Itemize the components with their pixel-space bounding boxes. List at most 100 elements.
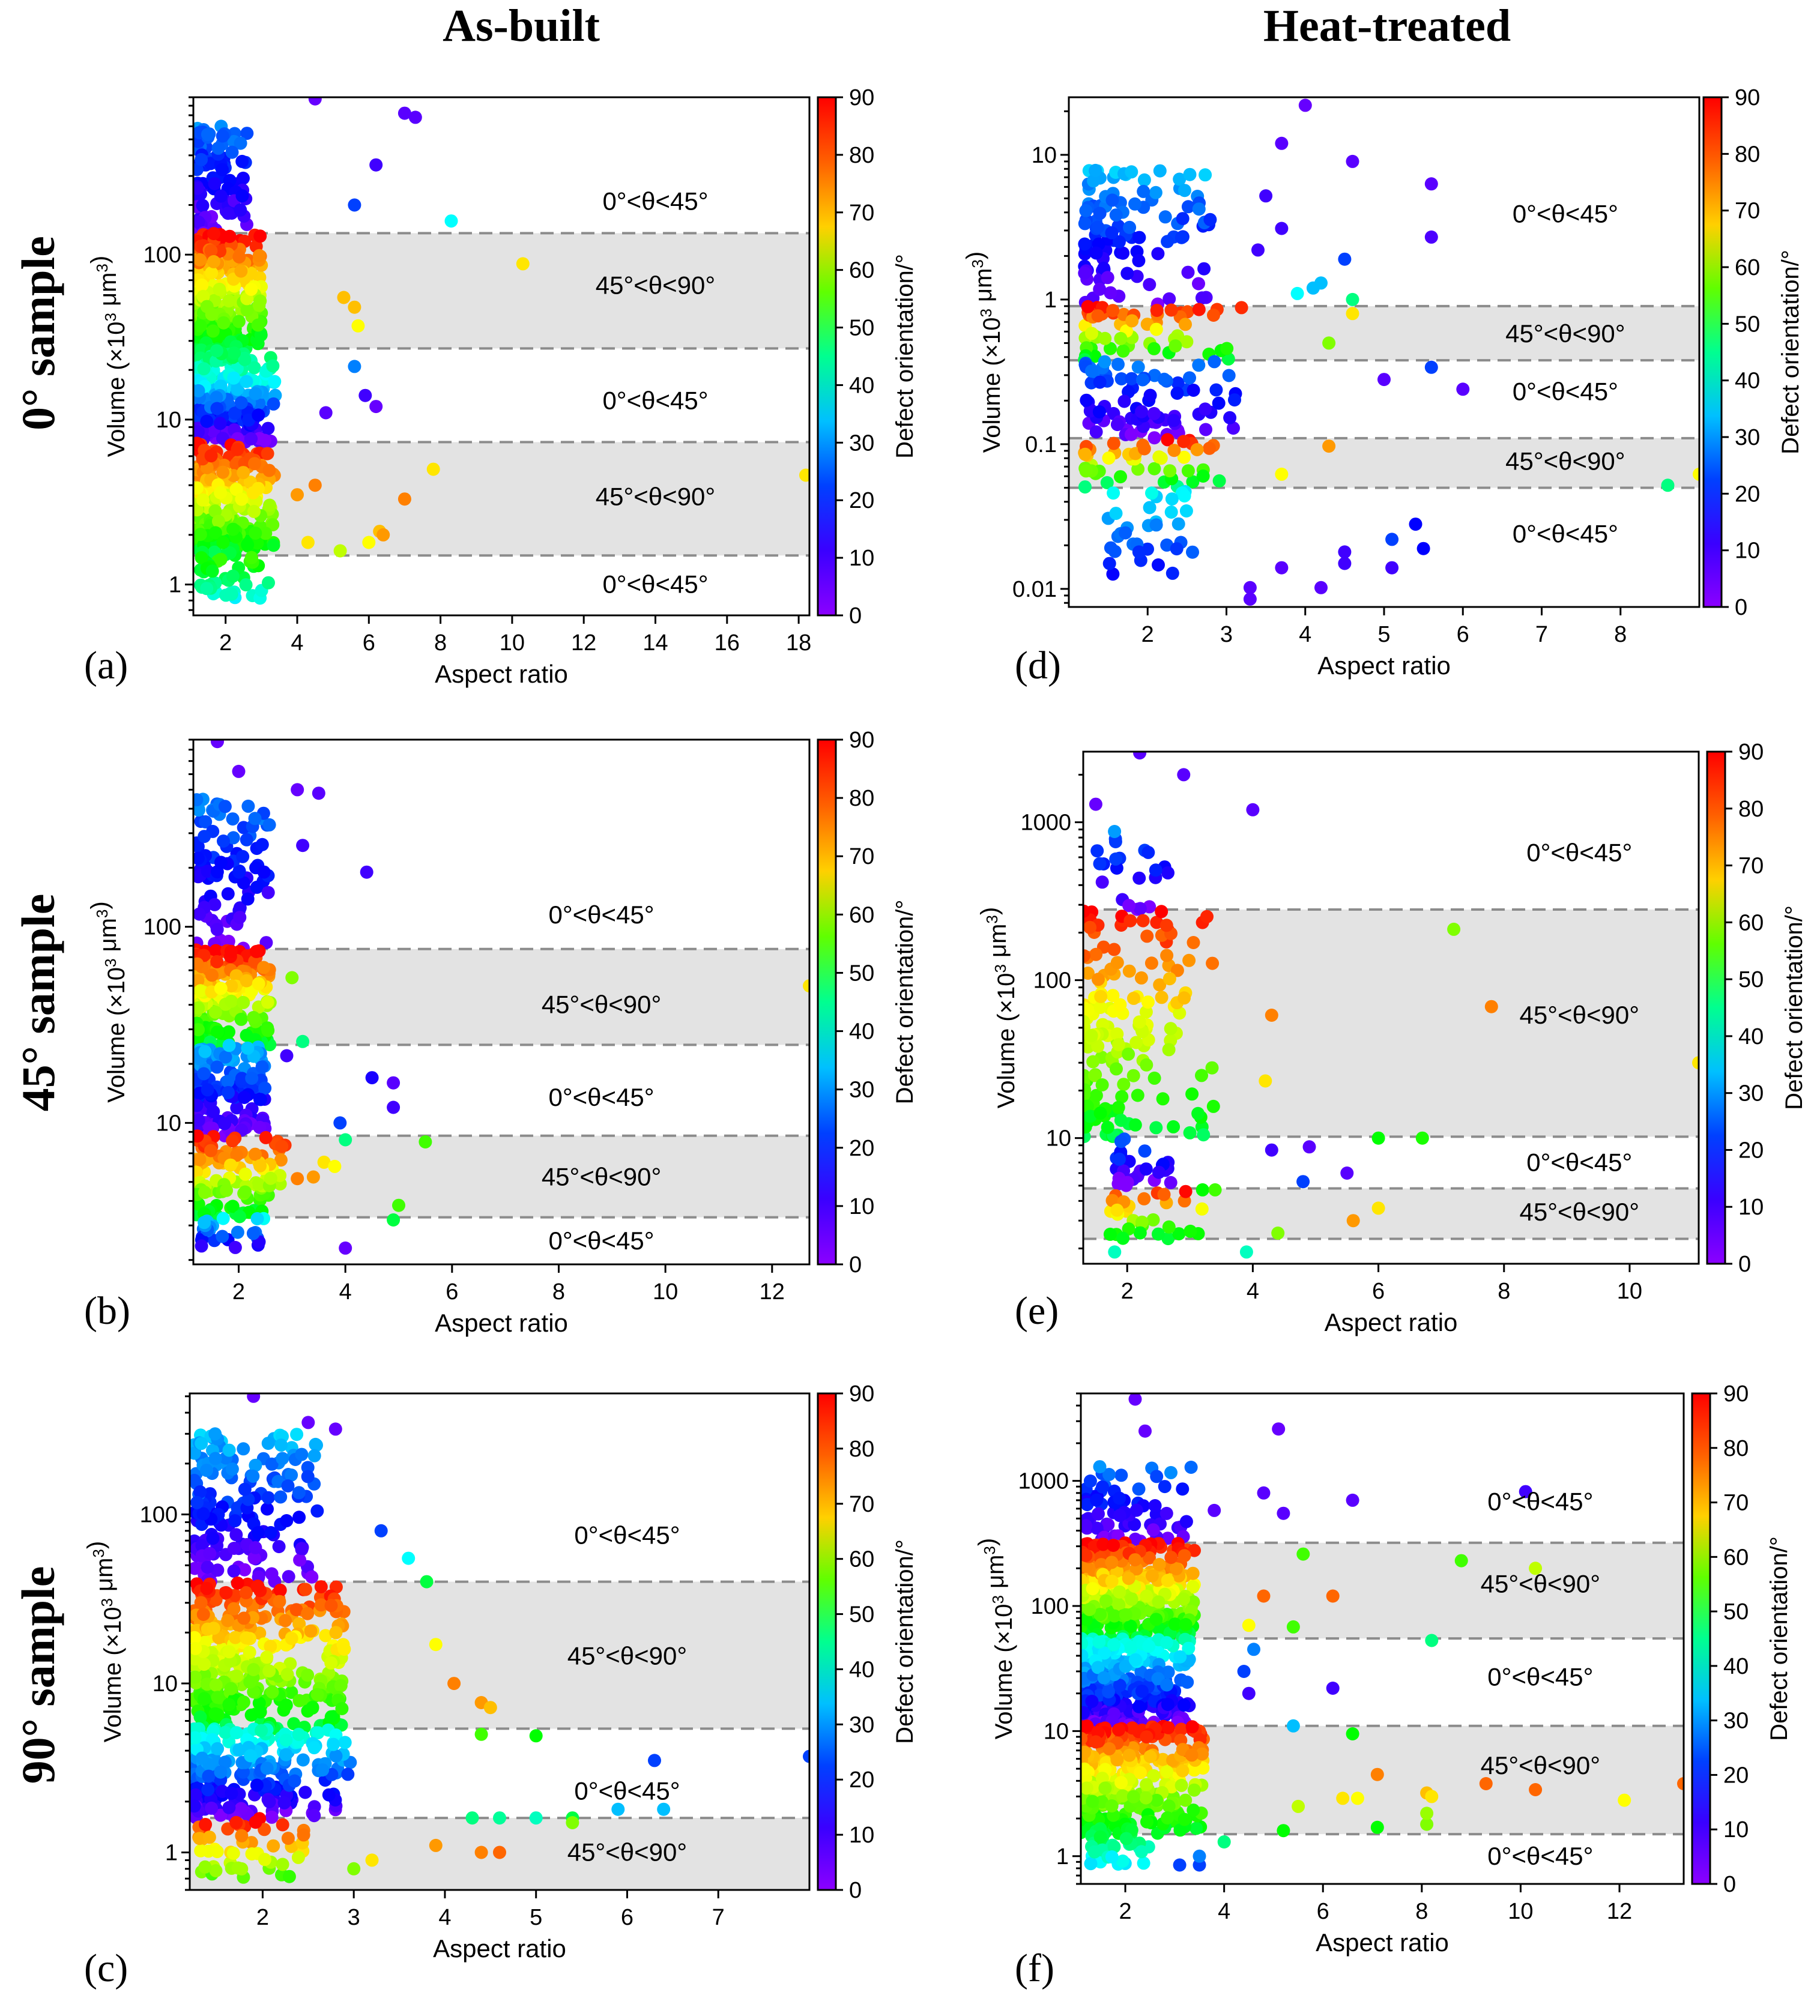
scatter-point (1163, 464, 1177, 478)
scatter-point (1618, 1793, 1631, 1807)
scatter-point (1168, 1617, 1182, 1631)
scatter-point (1222, 369, 1236, 382)
scatter-point (1111, 1100, 1125, 1114)
row-header-0-sample: 0° sample (12, 236, 64, 430)
scatter-point (1100, 476, 1114, 489)
scatter-point (1084, 1028, 1098, 1042)
scatter-point (193, 215, 205, 229)
scatter-point (193, 974, 205, 988)
scatter-point (1089, 163, 1102, 177)
scatter-point (1113, 998, 1127, 1012)
scatter-point (216, 465, 230, 479)
scatter-point (328, 1422, 342, 1436)
x-axis-label: Aspect ratio (1316, 1928, 1449, 1957)
scatter-point (1456, 382, 1470, 396)
scatter-point (216, 1230, 229, 1243)
scatter-point (240, 974, 253, 988)
scatter-point (255, 1060, 269, 1074)
scatter-point (1162, 972, 1176, 986)
scatter-point (261, 421, 275, 435)
shaded-band (1083, 910, 1699, 1137)
scatter-point (376, 528, 390, 542)
scatter-point (419, 1135, 432, 1148)
scatter-point (260, 1650, 274, 1664)
scatter-point (1089, 1735, 1102, 1749)
scatter-point (243, 1646, 256, 1659)
scatter-points (1081, 1393, 1684, 1872)
scatter-point (1220, 342, 1234, 355)
scatter-point (387, 1100, 401, 1114)
scatter-point (1145, 1569, 1159, 1583)
y-tick-label: 1 (1056, 1844, 1069, 1870)
scatter-point (1083, 1003, 1095, 1017)
scatter-point (1129, 1036, 1143, 1049)
scatter-point (1186, 1566, 1200, 1580)
scatter-point (238, 1563, 252, 1577)
scatter-point (261, 1491, 275, 1504)
scatter-point (1098, 1781, 1112, 1795)
scatter-point (1173, 172, 1187, 186)
scatter-point (1164, 303, 1178, 317)
scatter-point (1087, 1845, 1101, 1859)
scatter-point (1081, 1649, 1089, 1662)
scatter-point (1195, 1202, 1209, 1216)
scatter-point (1114, 1468, 1128, 1482)
scatter-point (351, 319, 365, 333)
scatter-point (1479, 1777, 1493, 1790)
scatter-point (1078, 237, 1092, 251)
colorbar-tick-label: 0 (1738, 1252, 1751, 1277)
scatter-point (1150, 304, 1164, 317)
scatter-point (1131, 462, 1145, 476)
scatter-point (249, 1147, 262, 1161)
colorbar-tick-label: 10 (849, 1194, 874, 1219)
scatter-point (566, 1816, 579, 1829)
scatter-point (1153, 978, 1167, 992)
scatter-point (1370, 1767, 1384, 1781)
scatter-point (201, 1560, 214, 1574)
scatter-point (1176, 212, 1190, 226)
scatter-point (1385, 533, 1399, 546)
scatter-point (248, 812, 262, 825)
scatter-point (1188, 1544, 1201, 1557)
scatter-point (1181, 265, 1195, 279)
scatter-point (1092, 1507, 1105, 1521)
scatter-point (1114, 372, 1128, 385)
region-label: 0°<θ<45° (1513, 199, 1618, 228)
scatter-point (1114, 1135, 1128, 1148)
y-tick-label: 0.1 (1025, 432, 1057, 457)
colorbar-tick-label: 90 (849, 85, 874, 110)
scatter-point (241, 1492, 255, 1506)
scatter-point (387, 1076, 401, 1090)
scatter-point (1176, 1764, 1190, 1778)
panel-label: (f) (1015, 1946, 1054, 1990)
scatter-point (1081, 1706, 1090, 1719)
scatter-point (1159, 1636, 1173, 1650)
scatter-point (1126, 1069, 1140, 1082)
scatter-point (1083, 1602, 1096, 1616)
scatter-point (219, 1586, 233, 1599)
scatter-point (205, 307, 219, 321)
scatter-point (193, 984, 207, 998)
y-tick-label: 10 (1032, 143, 1057, 168)
scatter-point (193, 319, 207, 333)
scatter-point (1275, 561, 1289, 575)
scatter-point (1173, 1006, 1187, 1020)
scatter-point (203, 1547, 217, 1560)
scatter-point (387, 1213, 401, 1227)
scatter-point (1125, 1592, 1138, 1606)
scatter-point (365, 1853, 379, 1867)
scatter-points (193, 740, 809, 1255)
scatter-point (1209, 383, 1223, 397)
scatter-point (493, 1811, 506, 1825)
scatter-point (1165, 492, 1179, 506)
scatter-point (217, 834, 230, 848)
colorbar-tick-label: 20 (849, 1767, 874, 1793)
scatter-point (231, 442, 244, 456)
scatter-point (252, 249, 266, 262)
scatter-point (327, 1737, 340, 1751)
scatter-point (1105, 226, 1119, 240)
scatter-point (1259, 189, 1273, 203)
colorbar-tick-label: 60 (1735, 255, 1760, 280)
scatter-point (224, 1682, 238, 1695)
scatter-point (1272, 1422, 1286, 1436)
